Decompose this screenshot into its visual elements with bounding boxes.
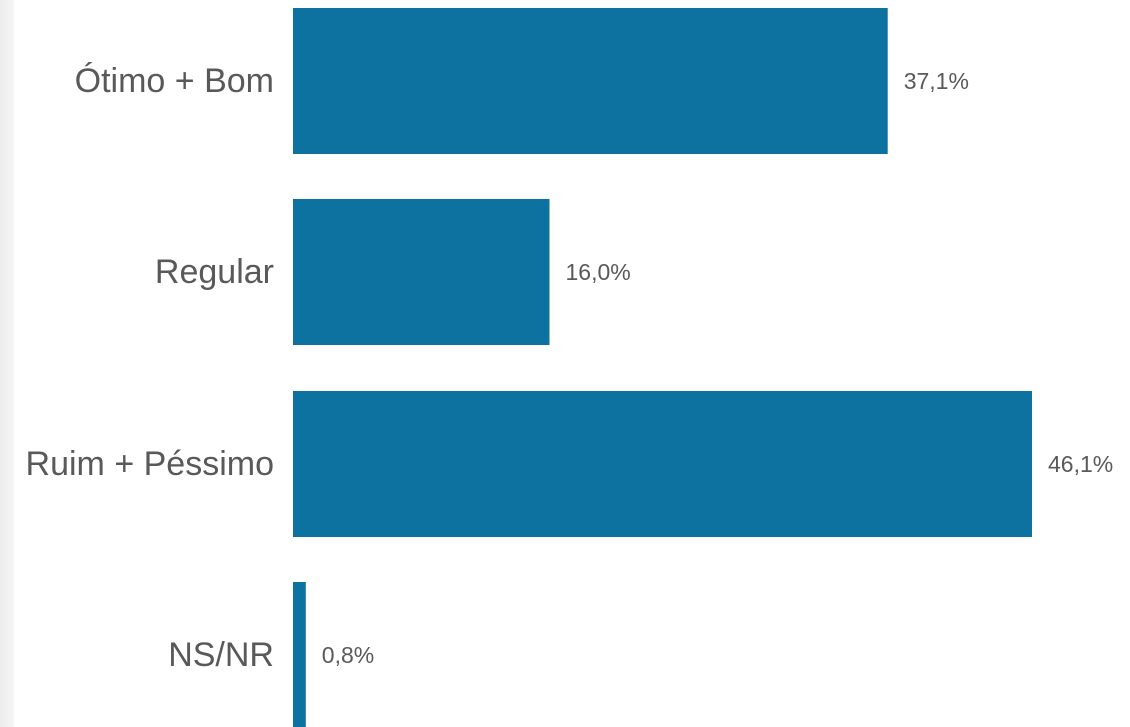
category-label: Ruim + Péssimo	[26, 445, 274, 483]
bar-3	[293, 582, 306, 727]
bar-1	[293, 199, 550, 345]
value-label: 46,1%	[1048, 451, 1113, 477]
bar-2	[293, 391, 1032, 537]
value-label: 37,1%	[904, 68, 969, 94]
value-label: 0,8%	[322, 642, 374, 668]
bar-0	[293, 8, 888, 154]
value-label: 16,0%	[566, 259, 631, 285]
category-label: Ótimo + Bom	[75, 62, 274, 100]
category-label: Regular	[155, 253, 274, 291]
category-label: NS/NR	[168, 636, 274, 674]
left-edge-strip	[0, 0, 14, 727]
